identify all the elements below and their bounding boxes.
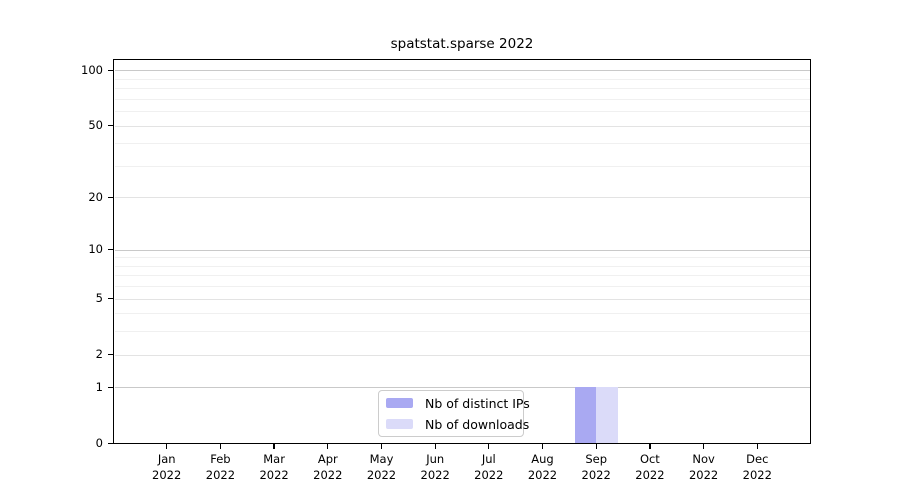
gridline-minor-y-4 — [114, 313, 810, 315]
y-tick-label-5: 5 — [95, 291, 103, 306]
legend-label-distinct-ips: Nb of distinct IPs — [425, 395, 530, 411]
y-tick-label-20: 20 — [88, 189, 103, 204]
y-tick-label-0: 0 — [95, 436, 103, 450]
y-tick-label-1: 1 — [95, 379, 103, 394]
y-tick-label-100: 100 — [81, 62, 103, 77]
gridline-minor-y-6 — [114, 286, 810, 288]
x-tick-label-jul: Jul 2022 — [474, 451, 504, 482]
x-tick-jun — [434, 443, 436, 449]
x-tick-sep — [595, 443, 597, 449]
gridline-y-50 — [114, 125, 810, 127]
x-tick-apr — [327, 443, 329, 449]
bar-sep-1 — [596, 387, 618, 444]
x-tick-label-aug: Aug 2022 — [527, 451, 558, 482]
gridline-minor-y-60 — [114, 111, 810, 112]
gridline-minor-y-9 — [114, 257, 810, 259]
gridline-minor-y-40 — [114, 143, 810, 145]
x-tick-label-mar: Mar 2022 — [259, 451, 289, 482]
y-tick-5 — [108, 298, 113, 300]
gridline-minor-y-8 — [114, 265, 810, 267]
chart-title: spatstat.sparse 2022 — [390, 36, 534, 52]
y-tick-label-50: 50 — [88, 118, 103, 132]
x-tick-nov — [703, 443, 705, 449]
y-tick-label-10: 10 — [88, 242, 103, 256]
x-tick-feb — [219, 443, 221, 449]
legend: Nb of distinct IPs Nb of downloads — [378, 390, 530, 437]
x-tick-label-sep: Sep 2022 — [581, 451, 611, 482]
y-tick-1 — [108, 386, 113, 389]
x-tick-mar — [273, 443, 275, 449]
gridline-y-10 — [114, 249, 810, 251]
gridline-minor-y-7 — [114, 275, 810, 277]
y-tick-100 — [108, 69, 113, 71]
y-tick-20 — [108, 196, 113, 198]
gridline-y-5 — [114, 298, 810, 300]
gridline-y-2 — [114, 354, 810, 356]
x-tick-jan — [166, 443, 168, 449]
x-tick-label-nov: Nov 2022 — [688, 451, 719, 482]
gridline-y-100 — [114, 70, 810, 72]
x-tick-label-apr: Apr 2022 — [313, 451, 343, 482]
legend-swatch-distinct-ips — [386, 398, 413, 408]
bar-sep-0 — [574, 387, 597, 444]
legend-label-downloads: Nb of downloads — [425, 416, 530, 432]
gridline-y-1 — [114, 387, 810, 389]
gridline-minor-y-3 — [114, 331, 810, 333]
x-tick-may — [380, 443, 383, 449]
legend-item-distinct-ips: Nb of distinct IPs — [386, 394, 530, 413]
gridline-minor-y-70 — [114, 98, 810, 100]
y-tick-50 — [108, 124, 113, 127]
y-tick-10 — [108, 248, 113, 251]
gridline-minor-y-80 — [114, 88, 810, 89]
x-tick-label-jun: Jun 2022 — [420, 451, 450, 482]
x-tick-dec — [756, 443, 758, 449]
y-tick-2 — [108, 354, 113, 356]
y-tick-0 — [108, 442, 113, 445]
x-tick-label-oct: Oct 2022 — [635, 451, 665, 482]
x-tick-label-jan: Jan 2022 — [152, 451, 182, 482]
x-tick-label-dec: Dec 2022 — [742, 451, 772, 482]
gridline-y-20 — [114, 197, 810, 199]
gridline-minor-y-90 — [114, 78, 810, 80]
x-tick-label-may: May 2022 — [366, 451, 397, 482]
x-tick-label-feb: Feb 2022 — [205, 451, 236, 482]
x-tick-oct — [649, 443, 651, 449]
x-tick-jul — [488, 443, 490, 449]
x-tick-aug — [541, 443, 544, 449]
gridline-minor-y-30 — [114, 165, 810, 167]
legend-swatch-downloads — [386, 419, 413, 429]
y-tick-label-2: 2 — [95, 347, 103, 362]
legend-item-downloads: Nb of downloads — [386, 415, 529, 434]
